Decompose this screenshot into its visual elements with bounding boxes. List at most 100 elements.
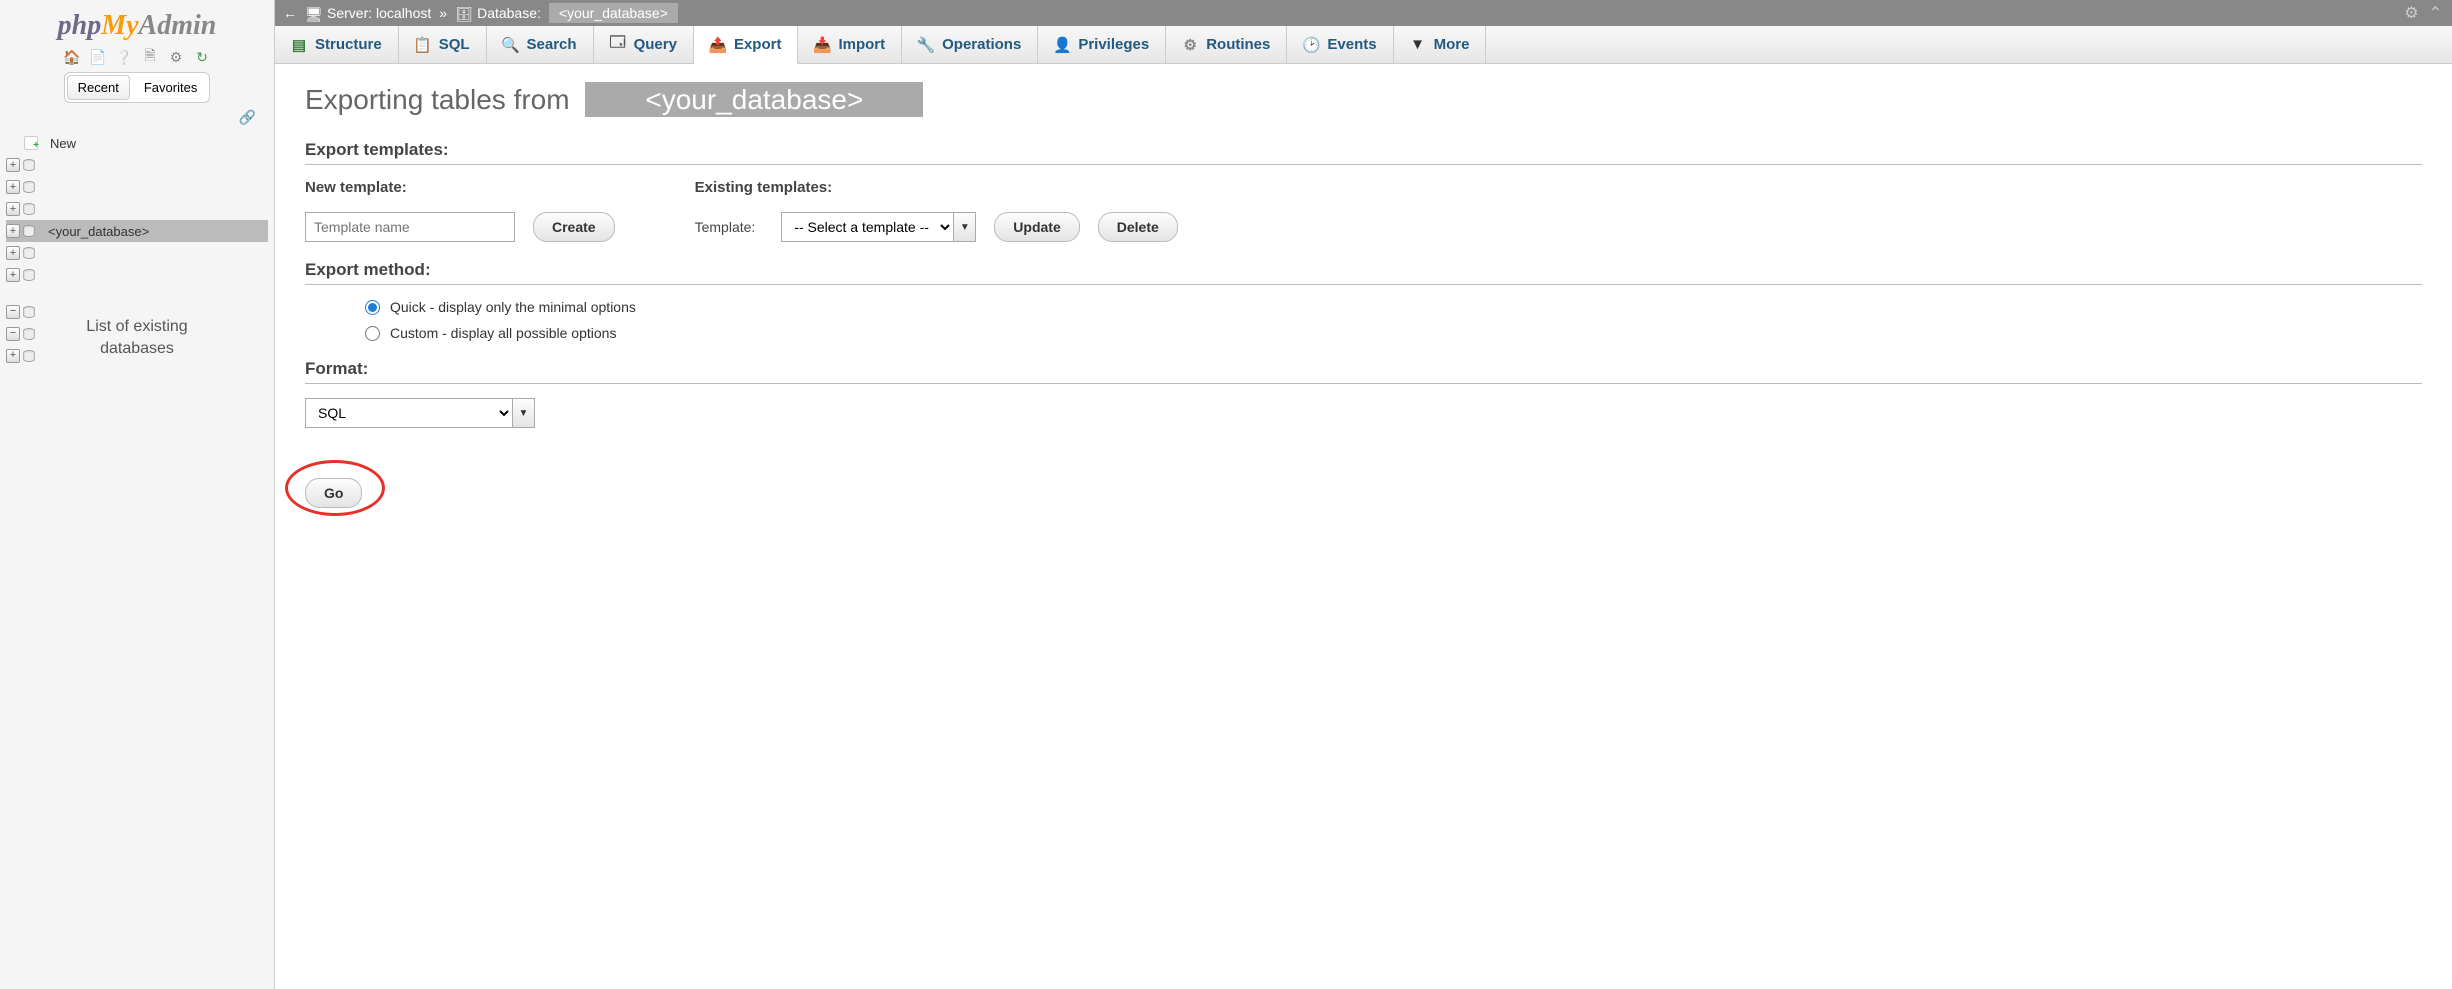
expand-icon[interactable]: + (6, 349, 20, 363)
tab-operations[interactable]: 🔧 Operations (902, 26, 1038, 63)
template-select-input[interactable]: -- Select a template -- (782, 213, 953, 241)
db-icon (22, 246, 38, 260)
db-icon (22, 158, 38, 172)
update-button[interactable]: Update (994, 212, 1079, 242)
sidebar-tabs: Recent Favorites (64, 72, 211, 103)
tab-events[interactable]: 🕑Events (1287, 26, 1393, 63)
tree-db-item[interactable]: + (6, 154, 268, 176)
collapse-icon[interactable]: − (6, 305, 20, 319)
logout-icon[interactable]: 📄 (89, 48, 107, 66)
tab-export[interactable]: 📤Export (694, 26, 799, 64)
tab-recent[interactable]: Recent (67, 75, 130, 100)
db-icon (22, 305, 38, 319)
tab-more-label: More (1434, 36, 1470, 53)
tab-sql[interactable]: 📋 SQL (399, 26, 487, 63)
page-settings-icon[interactable]: ⚙ (2404, 3, 2418, 23)
tab-more[interactable]: ▼ More (1394, 26, 1487, 63)
breadcrumb-db-label: Database: (477, 5, 541, 21)
radio-custom-input[interactable] (365, 326, 380, 341)
format-heading: Format: (305, 359, 2422, 384)
breadcrumb-server-name: localhost (376, 5, 431, 21)
server-icon: 🖥 (305, 6, 319, 20)
db-icon (22, 180, 38, 194)
tree-new[interactable]: New (6, 132, 268, 154)
more-icon: ▼ (1410, 37, 1426, 53)
import-icon: 📥 (814, 37, 830, 53)
reload-icon[interactable]: ↻ (193, 48, 211, 66)
template-select[interactable]: -- Select a template -- ▼ (781, 212, 976, 242)
database-icon: 🗄 (455, 6, 469, 20)
operations-icon: 🔧 (918, 37, 934, 53)
tab-search[interactable]: 🔍Search (487, 26, 594, 63)
page-title: Exporting tables from <your_database> (305, 84, 2422, 116)
expand-icon[interactable]: + (6, 202, 20, 216)
logo-my: My (101, 10, 138, 41)
new-template-col: New template: Create (305, 179, 615, 242)
db-icon (22, 268, 38, 282)
tab-import[interactable]: 📥Import (798, 26, 902, 63)
breadcrumb-sep: » (439, 5, 447, 21)
tree-db-item[interactable]: + (6, 264, 268, 286)
expand-icon[interactable]: + (6, 158, 20, 172)
chevron-down-icon: ▼ (512, 399, 534, 427)
logo[interactable]: phpMyAdmin (58, 10, 217, 42)
main: ← 🖥 Server: localhost » 🗄 Database: <you… (275, 0, 2452, 989)
radio-quick[interactable]: Quick - display only the minimal options (365, 299, 2422, 315)
logo-admin: Admin (139, 10, 217, 41)
tab-structure[interactable]: ▤Structure (275, 26, 399, 63)
breadcrumb-db-name[interactable]: <your_database> (549, 3, 678, 23)
go-button[interactable]: Go (305, 478, 362, 508)
export-method-heading: Export method: (305, 260, 2422, 285)
db-icon (22, 202, 38, 216)
collapse-icon[interactable]: − (6, 327, 20, 341)
home-icon[interactable]: 🏠 (63, 48, 81, 66)
sql-icon: 📋 (415, 37, 431, 53)
routines-icon: ⚙ (1182, 37, 1198, 53)
docs-icon[interactable]: ❔ (115, 48, 133, 66)
export-method-radios: Quick - display only the minimal options… (365, 299, 2422, 341)
tab-query[interactable]: 🗔Query (594, 26, 694, 63)
collapse-topbar-icon[interactable]: ⌃ (2429, 3, 2442, 23)
sidebar-iconbar: 🏠 📄 ❔ 🗎 ⚙ ↻ (63, 48, 211, 66)
tab-routines[interactable]: ⚙ Routines (1166, 26, 1287, 63)
expand-icon[interactable]: + (6, 246, 20, 260)
tree-db-item[interactable]: + (6, 242, 268, 264)
tab-privileges[interactable]: 👤Privileges (1038, 26, 1166, 63)
tab-favorites[interactable]: Favorites (134, 75, 207, 100)
db-icon (22, 349, 38, 363)
page-title-prefix: Exporting tables from (305, 84, 570, 115)
search-icon: 🔍 (503, 37, 519, 53)
events-icon: 🕑 (1303, 37, 1319, 53)
sql-file-icon[interactable]: 🗎 (141, 48, 159, 66)
expand-icon[interactable]: + (6, 180, 20, 194)
breadcrumb-server[interactable]: Server: localhost (327, 5, 431, 21)
settings-icon[interactable]: ⚙ (167, 48, 185, 66)
tab-routines-label: Routines (1206, 36, 1270, 53)
tree-db-item[interactable]: + (6, 198, 268, 220)
link-icon[interactable]: 🔗 (239, 109, 256, 126)
tab-sql-label: SQL (439, 36, 470, 53)
go-wrap: Go (305, 478, 362, 508)
tree-db-item-selected[interactable]: + <your_database> (6, 220, 268, 242)
topbar: ← 🖥 Server: localhost » 🗄 Database: <you… (275, 0, 2452, 26)
radio-custom[interactable]: Custom - display all possible options (365, 325, 2422, 341)
template-name-input[interactable] (305, 212, 515, 242)
create-button[interactable]: Create (533, 212, 615, 242)
expand-icon[interactable]: + (6, 268, 20, 282)
format-select[interactable]: SQL ▼ (305, 398, 535, 428)
tab-structure-label: Structure (315, 36, 382, 53)
delete-button[interactable]: Delete (1098, 212, 1178, 242)
tab-operations-label: Operations (942, 36, 1021, 53)
tree-db-label: <your_database> (42, 224, 155, 239)
export-templates-heading: Export templates: (305, 140, 2422, 165)
expand-icon[interactable]: + (6, 224, 20, 238)
content: Exporting tables from <your_database> Ex… (275, 64, 2452, 528)
back-icon[interactable]: ← (283, 5, 297, 21)
new-template-label: New template: (305, 179, 615, 196)
tree-db-item[interactable]: + (6, 176, 268, 198)
radio-quick-input[interactable] (365, 300, 380, 315)
format-select-input[interactable]: SQL (306, 399, 512, 427)
logo-php: php (58, 10, 102, 41)
tab-export-label: Export (734, 36, 782, 53)
new-db-icon (24, 136, 38, 150)
